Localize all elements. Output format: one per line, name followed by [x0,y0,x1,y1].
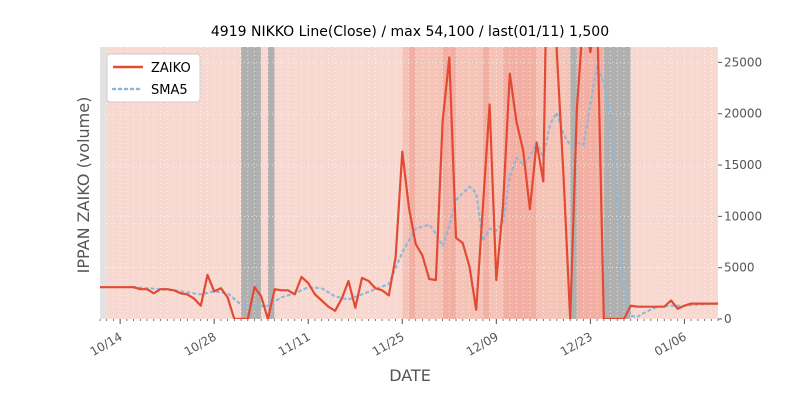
x-tick-label: 10/14 [88,329,125,358]
y-tick-label: 5000 [724,261,755,275]
sma5-line [132,64,718,318]
y-tick-label: 0 [724,312,732,326]
series-lines [100,47,718,319]
y-tick-label: 20000 [724,107,762,121]
band-gray [267,47,275,319]
y-tick-label: 10000 [724,209,762,223]
x-axis-label: DATE [389,366,431,385]
band-light [274,47,403,319]
band-dark [409,47,416,319]
legend-sma5-label: SMA5 [151,83,188,98]
x-tick-label: 11/25 [370,329,407,358]
band-light [630,47,718,319]
band-gray [241,47,262,319]
band-lightgray [100,47,107,319]
band-mid [536,47,571,319]
x-tick-label: 12/09 [464,329,501,358]
zaiko-line [100,47,718,319]
legend-zaiko-label: ZAIKO [151,61,191,76]
x-tick-label: 12/23 [558,329,595,358]
band-dark [482,47,490,319]
x-tick-label: 11/11 [276,329,313,358]
legend: ZAIKO SMA5 [106,53,201,103]
x-tick-label: 10/28 [182,329,219,358]
y-tick-label: 15000 [724,158,762,172]
x-tick-label: 01/06 [652,329,689,358]
x-axis: 10/14 10/28 11/11 11/25 12/09 12/23 01/06 [88,319,719,359]
band-light [261,47,268,319]
y-axis-label: IPPAN ZAIKO (volume) [74,97,93,274]
chart-title: 4919 NIKKO Line(Close) / max 54,100 / la… [210,24,610,40]
y-axis: 0 5000 10000 15000 20000 25000 [718,55,762,326]
y-tick-label: 25000 [724,55,762,69]
gridlines [100,47,718,319]
